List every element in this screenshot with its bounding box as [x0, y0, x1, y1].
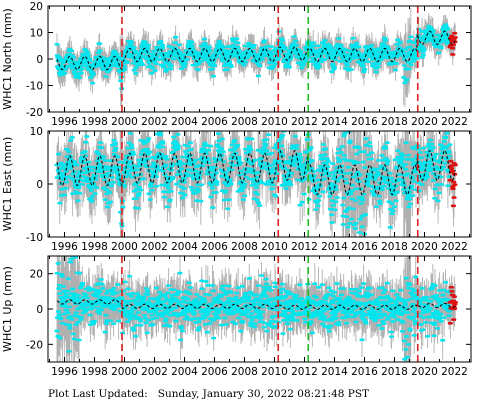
x-tick-label: 2010: [261, 241, 288, 253]
x-tick-label: 2016: [351, 366, 378, 378]
x-tick-label: 2014: [321, 366, 348, 378]
x-tick-label: 1996: [51, 241, 78, 253]
x-tick-label: 1996: [51, 366, 78, 378]
y-tick-label: -10: [26, 232, 43, 244]
panel-1: 1996 1998 2000 2002 2004 2006 2008 2010 2012 2014…: [1, 126, 472, 253]
x-tick-label: 2010: [261, 116, 288, 128]
x-tick-label: 1998: [81, 366, 108, 378]
x-tick-label: 2022: [441, 116, 468, 128]
x-tick-label: 2002: [141, 241, 168, 253]
footer-label: Plot Last Updated:: [48, 388, 148, 400]
y-tick-label: 20: [30, 269, 43, 281]
x-tick-label: 2006: [201, 241, 228, 253]
x-tick-label: 2010: [261, 366, 288, 378]
x-tick-label: 2004: [171, 116, 198, 128]
gps-timeseries-figure: 1996 1998 2000 2002 2004 2006 2008 2010 2012 2014…: [1, 1, 472, 378]
model-curve: [56, 30, 456, 71]
y-axis-title: WHC1 North (mm): [1, 8, 14, 110]
footer-last-updated: Plot Last Updated: Sunday, January 30, 2…: [48, 388, 369, 400]
x-tick-label: 2018: [381, 116, 408, 128]
x-tick-label: 2020: [411, 366, 438, 378]
x-tick-label: 2018: [381, 241, 408, 253]
x-tick-label: 2000: [111, 241, 138, 253]
x-tick-label: 2016: [351, 241, 378, 253]
x-tick-label: 2000: [111, 116, 138, 128]
x-tick-label: 1998: [81, 241, 108, 253]
y-tick-label: -10: [26, 81, 43, 93]
y-tick-label: -20: [26, 107, 43, 119]
x-tick-label: 1998: [81, 116, 108, 128]
x-tick-label: 2016: [351, 116, 378, 128]
y-tick-label: 0: [36, 304, 43, 316]
y-tick-label: 20: [30, 1, 43, 13]
x-tick-label: 2012: [291, 116, 318, 128]
x-tick-label: 2008: [231, 366, 258, 378]
x-tick-label: 2008: [231, 241, 258, 253]
y-tick-label: 0: [36, 54, 43, 66]
x-tick-label: 2012: [291, 241, 318, 253]
x-tick-label: 2020: [411, 116, 438, 128]
y-axis-title: WHC1 Up (mm): [1, 266, 14, 352]
x-tick-label: 2018: [381, 366, 408, 378]
panel-2: 1996 1998 2000 2002 2004 2006 2008 2010 2012 2014…: [1, 255, 472, 378]
plot-area: [54, 6, 458, 112]
plot-area: [54, 131, 458, 237]
x-tick-label: 2014: [321, 241, 348, 253]
x-tick-label: 2012: [291, 366, 318, 378]
x-tick-label: 2020: [411, 241, 438, 253]
y-axis-title: WHC1 East (mm): [1, 137, 14, 232]
plot-area: [54, 256, 458, 362]
x-tick-label: 2022: [441, 241, 468, 253]
y-tick-label: 10: [30, 28, 43, 40]
footer-timestamp: Sunday, January 30, 2022 08:21:48 PST: [157, 388, 370, 400]
data-points: [54, 256, 453, 361]
y-tick-label: 0: [36, 179, 43, 191]
recent-data-points: [447, 159, 458, 208]
x-tick-label: 2002: [141, 116, 168, 128]
y-tick-label: 10: [30, 126, 43, 138]
x-tick-label: 2014: [321, 116, 348, 128]
y-tick-label: -20: [26, 339, 43, 351]
x-tick-label: 2000: [111, 366, 138, 378]
x-tick-label: 2002: [141, 366, 168, 378]
x-tick-label: 2006: [201, 116, 228, 128]
panel-0: 1996 1998 2000 2002 2004 2006 2008 2010 2012 2014…: [1, 1, 472, 128]
model-curve: [56, 150, 456, 196]
x-tick-label: 2008: [231, 116, 258, 128]
model-curve: [56, 299, 456, 310]
x-tick-label: 1996: [51, 116, 78, 128]
x-tick-label: 2004: [171, 241, 198, 253]
x-tick-label: 2022: [441, 366, 468, 378]
x-tick-label: 2006: [201, 366, 228, 378]
x-tick-label: 2004: [171, 366, 198, 378]
recent-data-points: [447, 285, 458, 325]
